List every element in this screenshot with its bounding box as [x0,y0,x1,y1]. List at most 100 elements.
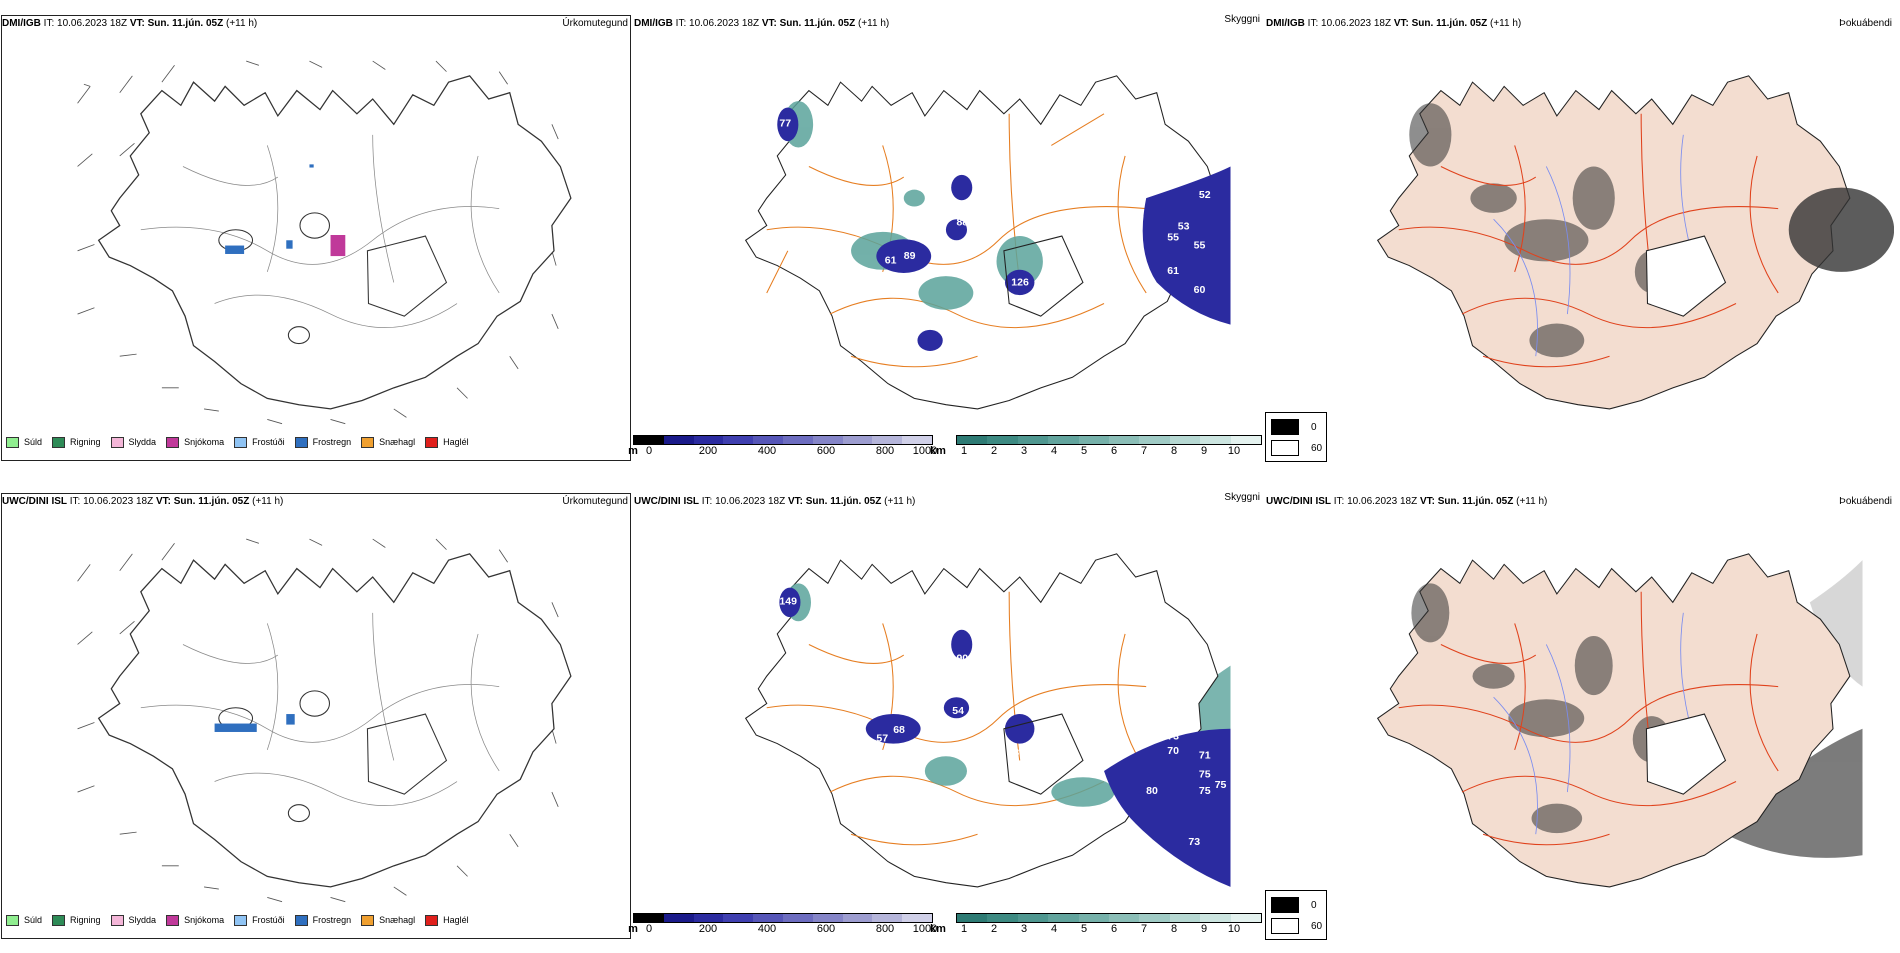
legend-item: Frostúði [234,436,285,448]
model-name: UWC/DINI ISL [634,496,699,507]
vis-value: 55 [1194,240,1206,252]
ceiling-map: 73 70 71 75 75 75 80 80 73 95 90 54 68 5… [745,553,1231,888]
vis-value: 60 [1194,284,1206,296]
road-network [140,134,500,328]
legend-item: Frostúði [234,914,285,926]
panel-title: Úrkomutegund [562,18,628,29]
model-row-dmi: DMI/IGB IT: 10.06.2023 18Z VT: Sun. 11.j… [0,0,1900,475]
colorbar-ticks: km 1 2 3 4 5 6 7 8 9 10 [930,923,1262,935]
glacier-vatnajokull [1645,235,1727,317]
legend-swatch [234,436,248,448]
road-network [766,113,1147,368]
visibility-colorbar: km 1 2 3 4 5 6 7 8 9 10 [930,435,1262,457]
precip-legend: Súld Rigning Slydda Snjókoma Frostúði Fr… [6,912,469,928]
it-label: IT: [1333,496,1345,507]
vis-value: 80 [1013,747,1025,759]
panel-frame [1,493,631,939]
vt-value: Sun. 11.jún. 05Z [805,496,882,507]
offset: (+11 h) [1516,496,1548,507]
fog-map [1377,553,1863,888]
panel-header: DMI/IGB IT: 10.06.2023 18Z VT: Sun. 11.j… [634,18,889,29]
it-value: 10.06.2023 18Z [1321,18,1392,29]
colorbar-unit: km [930,445,946,457]
vt-value: Sun. 11.jún. 05Z [147,18,224,29]
it-value: 10.06.2023 18Z [715,496,786,507]
it-label: IT: [675,18,687,29]
it-value: 10.06.2023 18Z [689,18,760,29]
vis-value: 88 [956,217,968,229]
vis-value: 52 [1199,189,1211,201]
tick: 2 [990,923,998,935]
fog-legend-item: 60 [1271,918,1322,934]
precip-type-panel: UWC/DINI ISL IT: 10.06.2023 18Z VT: Sun.… [0,478,632,953]
vt-label: VT: [761,18,777,29]
vt-label: VT: [129,18,145,29]
vis-value: 61 [885,254,897,266]
model-name: DMI/IGB [634,18,673,29]
fog-legend-item: 60 [1271,440,1322,456]
tick: 200 [698,923,718,935]
tick: 0 [645,445,653,457]
fog-indicator-panel: UWC/DINI ISL IT: 10.06.2023 18Z VT: Sun.… [1264,478,1900,953]
panel-title: Þokuábendi [1839,496,1892,507]
road-network [1398,113,1779,368]
offset: (+11 h) [858,18,890,29]
tick: 6 [1110,445,1118,457]
tick: 10 [1227,923,1241,935]
tick: 600 [816,445,836,457]
vis-value: 149 [779,595,797,607]
colorbar-strip [956,435,1262,445]
offset: (+11 h) [226,18,258,29]
panel-title: Skyggni [1224,492,1260,503]
tick: 5 [1080,445,1088,457]
vis-value: 106 [937,318,955,330]
glaciers [218,690,448,823]
legend-swatch [52,914,66,926]
visibility-labels: 73 70 71 75 75 75 80 80 73 95 90 54 68 5… [779,595,1226,868]
legend-swatch [294,436,308,448]
vis-value: 126 [1011,277,1029,289]
tick: 1000 [912,923,938,935]
legend-swatch [6,436,19,448]
vis-value: 80 [1146,785,1158,797]
tick: 1 [960,923,968,935]
fog-legend-value: 0 [1311,899,1317,911]
panel-header: DMI/IGB IT: 10.06.2023 18Z VT: Sun. 11.j… [2,18,257,29]
precip-map [77,60,572,425]
tick: 8 [1170,445,1178,457]
legend-label: Slydda [128,915,157,925]
panel-title: Skyggni [1224,14,1260,25]
precip-legend: Súld Rigning Slydda Snjókoma Frostúði Fr… [6,434,469,450]
legend-item: Snæhagl [361,436,415,448]
vt-label: VT: [1419,496,1435,507]
tick: 10 [1227,445,1241,457]
glaciers [218,212,448,345]
legend-item: Frostregn [294,436,351,448]
vis-value: 55 [1167,231,1179,243]
tick: 8 [1170,923,1178,935]
legend-label: Haglél [443,915,469,925]
model-name: DMI/IGB [1266,18,1305,29]
legend-swatch [6,914,19,926]
legend-swatch [166,436,180,448]
tick: 1000 [912,445,938,457]
legend-swatch [110,436,124,448]
tick: 5 [1080,923,1088,935]
vis-value: 73 [1167,730,1179,742]
vis-value: 95 [1167,857,1179,869]
legend-label: Snæhagl [379,915,416,925]
vt-label: VT: [155,496,171,507]
legend-label: Rigning [70,915,101,925]
visibility-labels: 52 53 55 55 61 60 126 103 88 89 61 106 1… [779,117,1210,329]
tick: 4 [1050,445,1058,457]
fog-legend: 0 60 [1265,890,1327,940]
panel-header: UWC/DINI ISL IT: 10.06.2023 18Z VT: Sun.… [1266,496,1547,507]
legend-label: Súld [24,915,43,925]
vis-value: 89 [904,250,916,262]
legend-item: Slydda [110,436,156,448]
legend-label: Rigning [70,437,101,447]
vis-value: 71 [1199,749,1211,761]
glaciers [1003,713,1084,795]
legend-item: Frostregn [294,914,351,926]
legend-swatch [110,914,124,926]
